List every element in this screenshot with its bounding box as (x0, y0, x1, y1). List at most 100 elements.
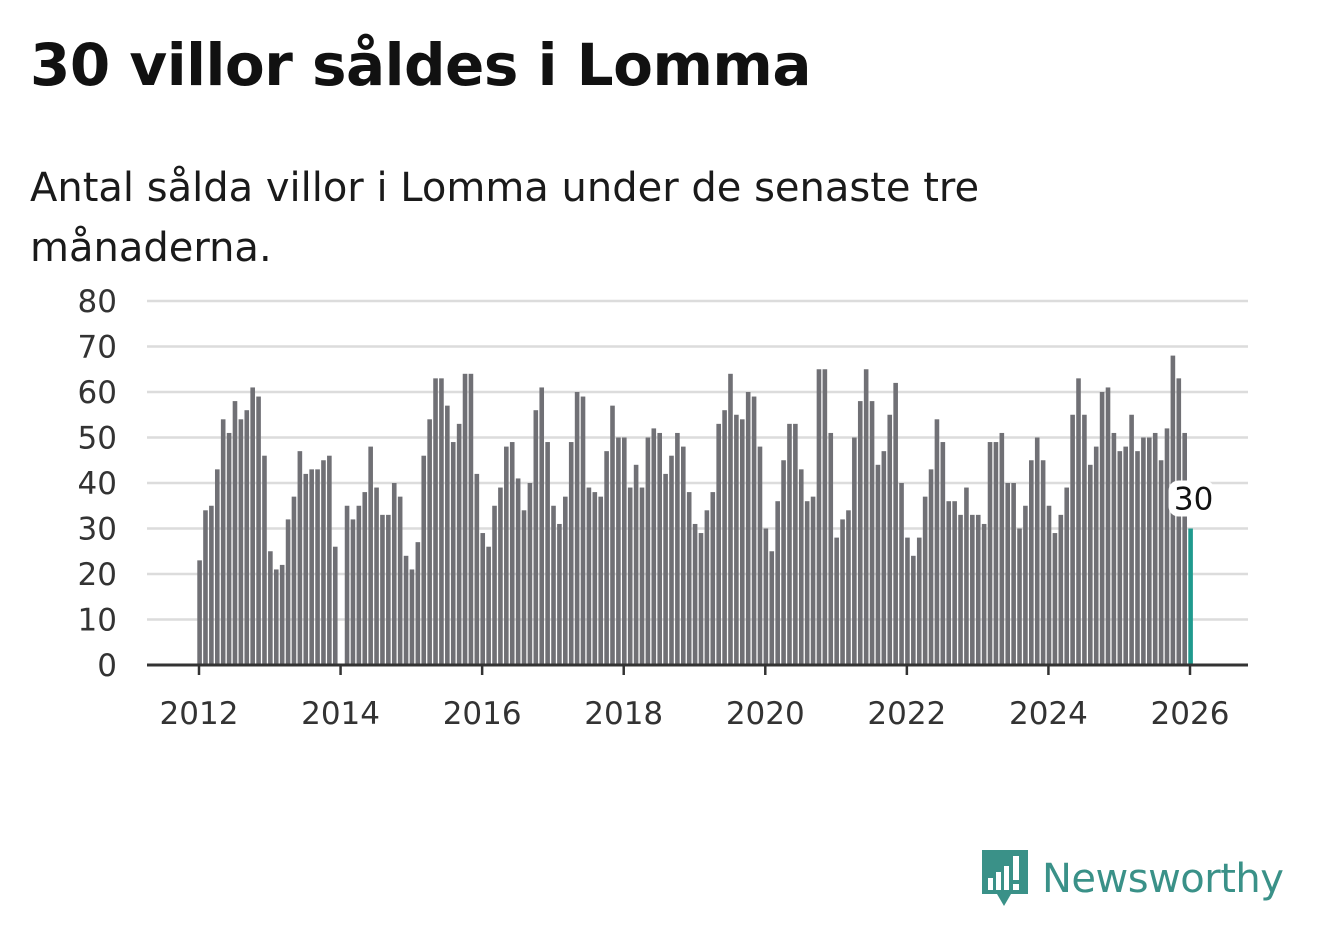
y-tick-label: 10 (78, 603, 117, 639)
y-tick-label: 70 (78, 330, 117, 366)
bar (604, 451, 609, 665)
x-tick-label: 2016 (443, 696, 522, 732)
bar (857, 401, 863, 665)
bar (852, 437, 857, 665)
bar (639, 487, 645, 665)
bar (751, 396, 757, 665)
bar (415, 542, 421, 665)
bar (722, 410, 727, 665)
bar (810, 496, 816, 665)
bar (1182, 432, 1187, 665)
bar (533, 410, 539, 665)
bar (804, 501, 810, 665)
bar (686, 492, 692, 665)
bar (1105, 387, 1111, 665)
bar (1146, 437, 1152, 665)
bar (763, 528, 769, 665)
bars (197, 355, 1193, 665)
bar (1029, 460, 1034, 665)
bar (1023, 505, 1028, 665)
bar (456, 423, 462, 665)
bar (563, 496, 568, 665)
bar (987, 442, 993, 665)
bar (816, 369, 822, 665)
y-axis-ticks: 0 10 20 30 40 50 60 70 80 (78, 284, 117, 684)
bar (285, 519, 291, 665)
bar (887, 414, 893, 665)
bar (928, 469, 934, 665)
bar (1046, 505, 1052, 665)
y-tick-label: 60 (78, 375, 117, 411)
bar (386, 514, 391, 665)
bar (574, 392, 580, 665)
bar (1152, 432, 1158, 665)
bar (279, 564, 285, 665)
bar (798, 469, 804, 665)
bar (698, 533, 704, 665)
bar (922, 496, 928, 665)
bar (380, 514, 385, 665)
callout-value: 30 (1174, 482, 1213, 518)
chart-subtitle: Antal sålda villor i Lomma under de sena… (30, 165, 980, 271)
bar (952, 501, 957, 665)
bar (834, 537, 839, 665)
bar (657, 432, 662, 665)
newsworthy-logo-icon (982, 850, 1028, 906)
bar (645, 437, 651, 665)
bar (1017, 528, 1022, 665)
x-tick-label: 2012 (160, 696, 239, 732)
bar (663, 473, 668, 665)
bar (474, 473, 480, 665)
bar (315, 469, 320, 665)
bar (1129, 414, 1134, 665)
bar (545, 442, 550, 665)
bar (1135, 451, 1140, 665)
x-tick-label: 2024 (1009, 696, 1088, 732)
x-tick-label: 2014 (301, 696, 380, 732)
bar (551, 505, 556, 665)
x-tick-label: 2020 (726, 696, 805, 732)
chart-title: 30 villor såldes i Lomma (30, 31, 812, 99)
bar (680, 446, 686, 665)
bar (822, 369, 828, 665)
bar (1064, 487, 1070, 665)
bar (480, 533, 486, 665)
bar (775, 501, 780, 665)
bar (527, 483, 533, 665)
bar (397, 496, 403, 665)
bar (309, 469, 314, 665)
bar-latest (1188, 528, 1193, 665)
bar (710, 492, 716, 665)
y-tick-label: 40 (78, 466, 117, 502)
bar (362, 492, 368, 665)
bar (1005, 483, 1011, 665)
bar (273, 569, 279, 665)
bar (492, 505, 497, 665)
bar (934, 419, 940, 665)
bar (946, 501, 952, 665)
bar (586, 487, 592, 665)
bar (297, 451, 303, 665)
bar (769, 551, 775, 665)
bar (993, 442, 999, 665)
bar (433, 378, 438, 665)
bar (757, 446, 763, 665)
bar (728, 373, 733, 665)
bar (1158, 460, 1164, 665)
bar (391, 483, 397, 665)
bar (321, 460, 326, 665)
bar (958, 514, 963, 665)
bar (1176, 378, 1182, 665)
bar (1076, 378, 1081, 665)
bar (881, 451, 887, 665)
bar (840, 519, 845, 665)
bar (627, 487, 633, 665)
bar (557, 523, 562, 665)
bar (745, 392, 751, 665)
bar (787, 423, 792, 665)
bar (598, 496, 604, 665)
bar (368, 446, 373, 665)
y-tick-label: 80 (78, 284, 117, 320)
bar (403, 555, 409, 665)
